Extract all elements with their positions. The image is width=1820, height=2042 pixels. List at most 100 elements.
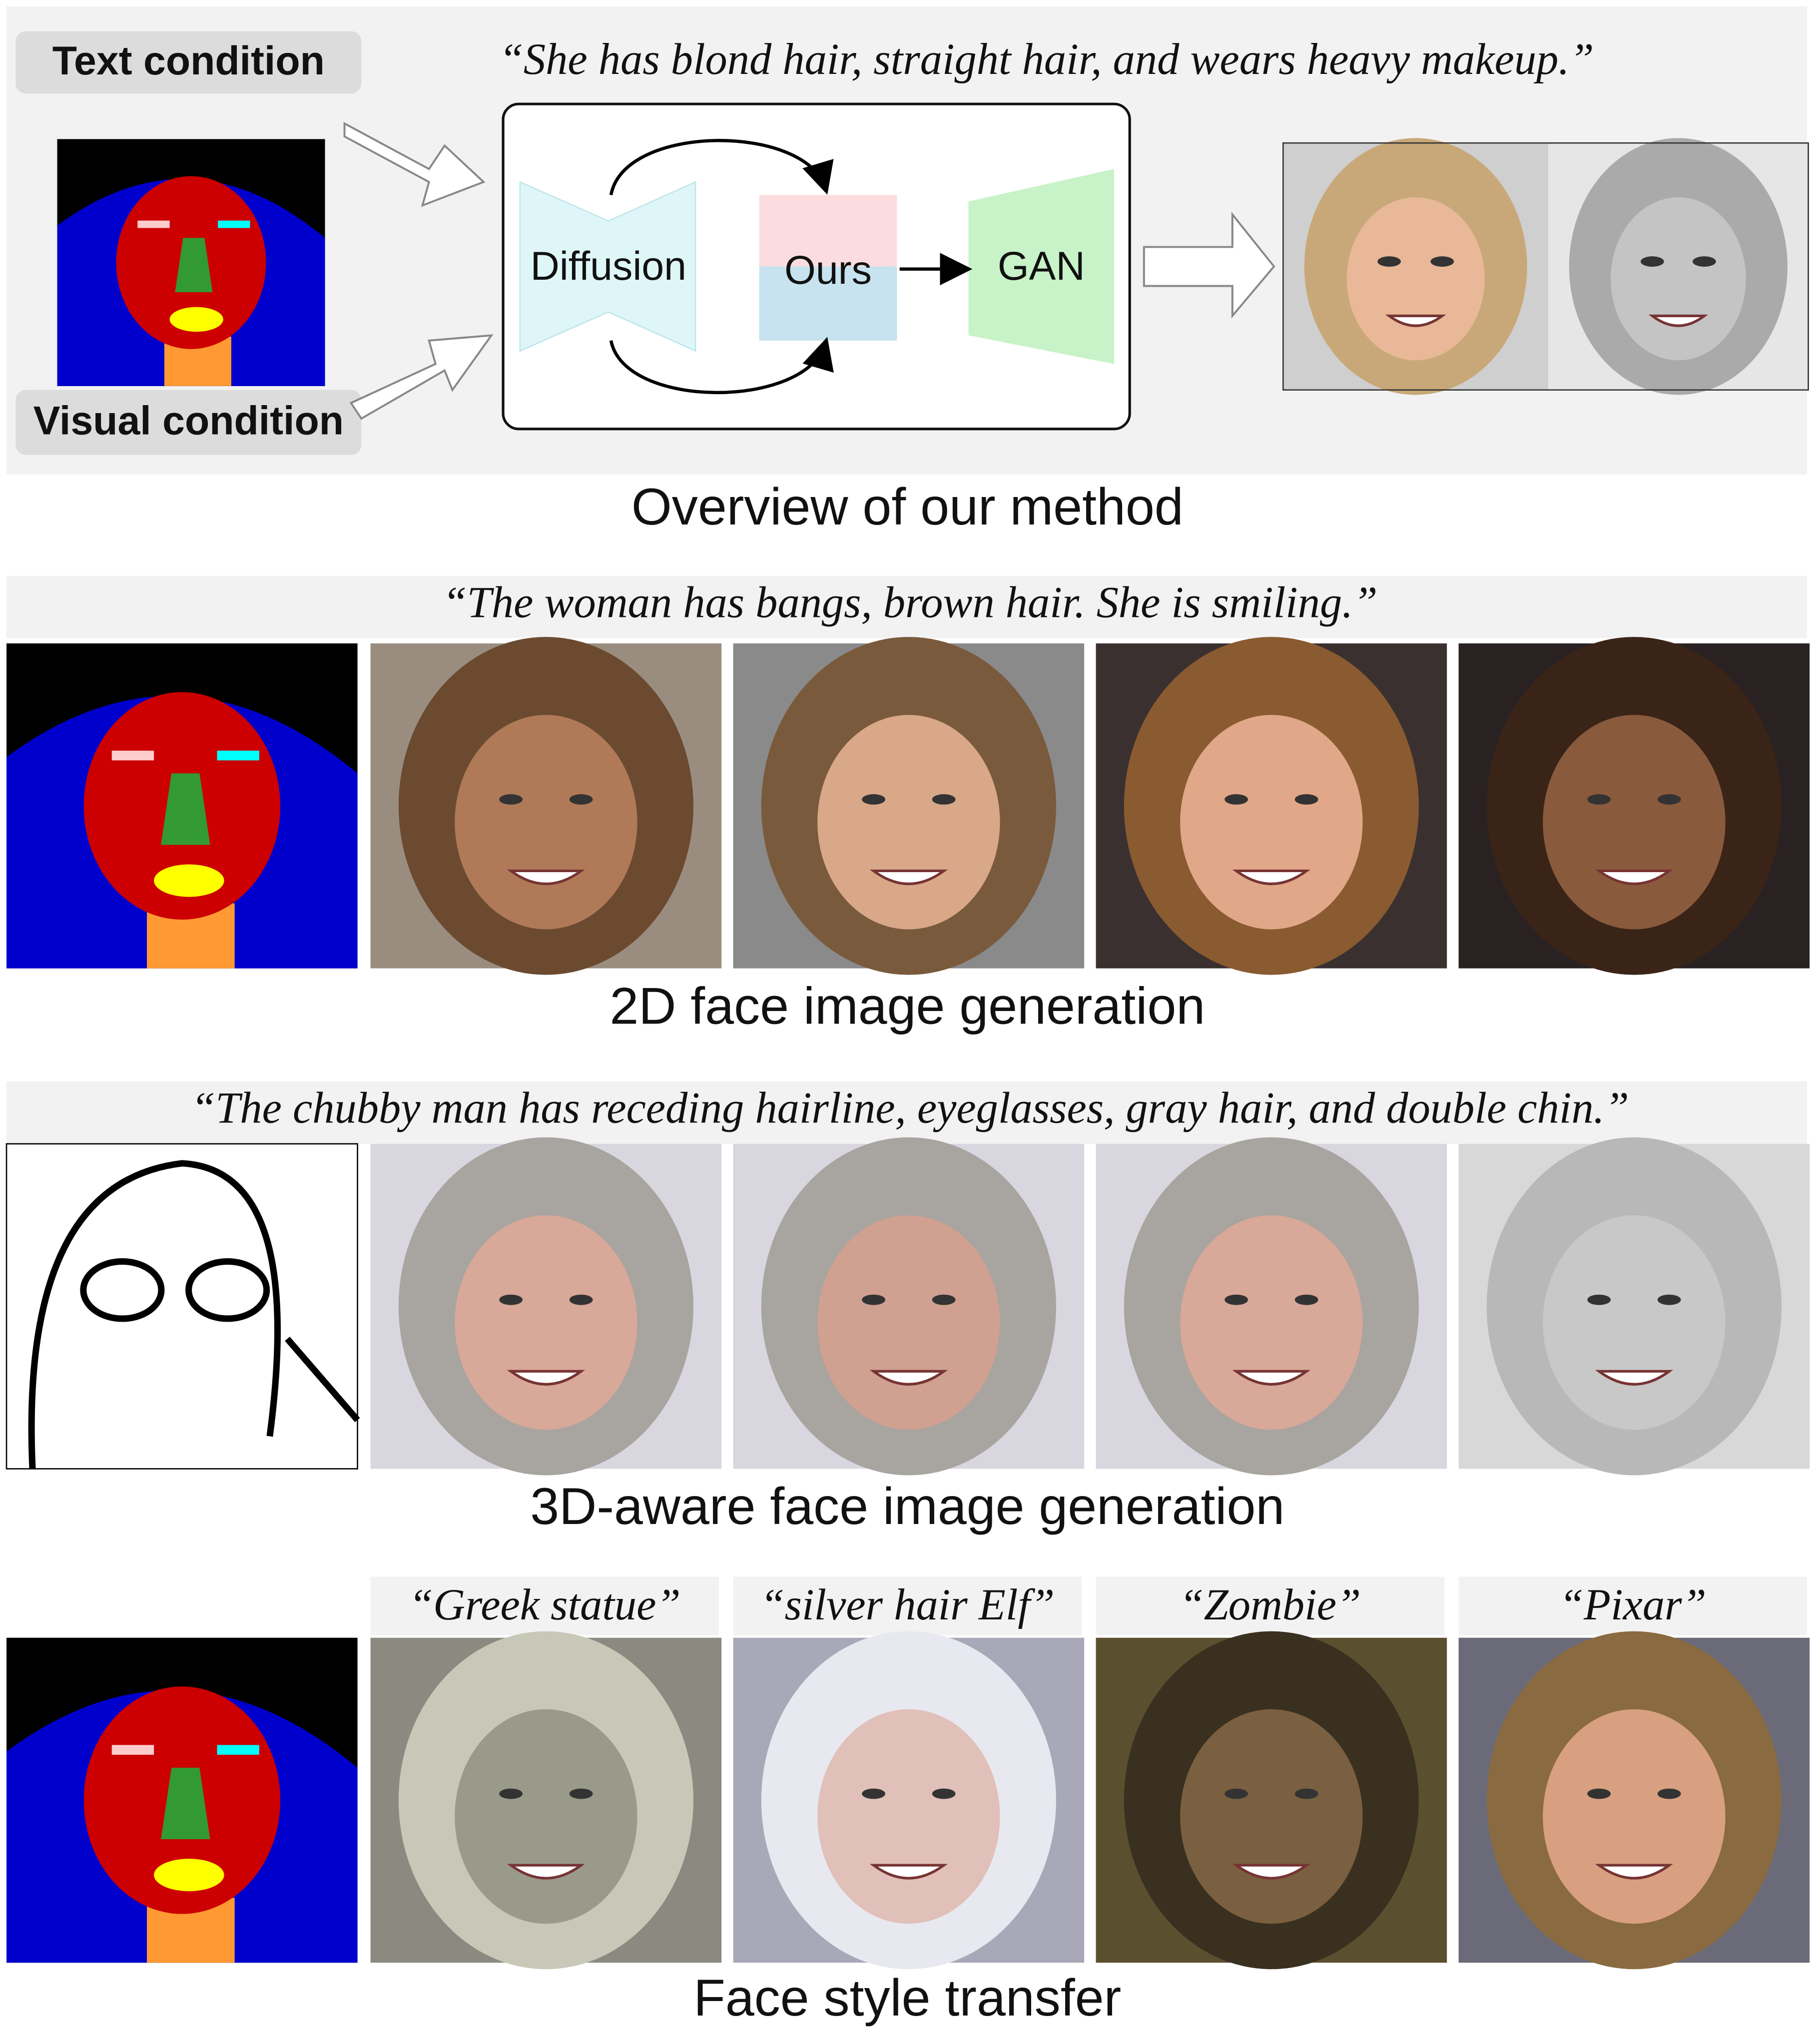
smile — [507, 1370, 586, 1386]
eye — [1294, 794, 1318, 805]
smile — [1595, 869, 1674, 885]
eye — [499, 794, 523, 805]
prompt-band — [6, 575, 1807, 638]
seg-nose — [175, 238, 213, 292]
face — [1346, 197, 1485, 361]
face-image — [733, 1631, 1085, 1970]
prompt-band — [6, 1081, 1807, 1144]
face-image — [370, 637, 722, 975]
eye — [1224, 794, 1248, 805]
face-image — [1096, 1631, 1447, 1970]
eye — [569, 1294, 593, 1305]
face — [1543, 1709, 1726, 1924]
sketch — [5, 1143, 360, 1470]
sketch-glass — [185, 1258, 270, 1322]
smile — [1232, 1370, 1311, 1386]
face — [1180, 1709, 1363, 1924]
seg-brow — [137, 220, 170, 228]
smile — [1232, 869, 1311, 885]
curve-arrow — [609, 139, 834, 195]
eye — [1430, 256, 1454, 267]
seg-brow — [217, 1745, 259, 1755]
sketch-line — [285, 1336, 360, 1423]
seg-nose — [161, 773, 210, 845]
smile — [869, 869, 948, 885]
face — [1543, 715, 1726, 930]
style-label: “Zombie” — [1179, 1580, 1361, 1629]
face-image — [1096, 637, 1447, 975]
face-image — [1548, 138, 1809, 395]
style-label: “Greek statue” — [409, 1580, 681, 1629]
segmentation-map — [6, 643, 358, 969]
smile — [1595, 1864, 1674, 1880]
arrow — [349, 334, 494, 420]
style-band — [1096, 1576, 1444, 1635]
face — [1180, 1215, 1363, 1430]
eye — [1640, 256, 1664, 267]
style-band — [370, 1576, 719, 1635]
arrow — [1143, 211, 1275, 319]
face-image — [370, 1137, 722, 1476]
smile — [1232, 1864, 1311, 1880]
eye — [1294, 1788, 1318, 1799]
visual-condition-label: Visual condition — [33, 399, 344, 444]
prompt: “The woman has bangs, brown hair. She is… — [442, 578, 1377, 627]
seg-brow — [218, 220, 250, 228]
face — [1543, 1215, 1726, 1430]
seg-brow — [217, 750, 259, 761]
face — [817, 715, 1000, 930]
caption: 2D face image generation — [609, 977, 1205, 1035]
eye — [932, 1294, 956, 1305]
face-image — [1458, 1631, 1810, 1970]
eye — [1587, 1788, 1611, 1799]
layout — [6, 6, 1807, 1635]
seg-nose — [161, 1767, 210, 1840]
ours-block-bottom — [759, 266, 897, 341]
face — [1611, 197, 1746, 361]
caption: 3D-aware face image generation — [530, 1478, 1284, 1535]
style-label: “silver hair Elf” — [760, 1580, 1055, 1629]
face-image — [1458, 1137, 1810, 1476]
seg-mouth — [169, 307, 223, 332]
face-image — [1283, 138, 1549, 395]
text-prompt: “She has blond hair, straight hair, and … — [499, 35, 1594, 84]
smile — [507, 869, 586, 885]
eye — [1657, 1788, 1681, 1799]
ours-block-top — [759, 195, 897, 267]
eye — [862, 1294, 886, 1305]
smile — [507, 1864, 586, 1880]
gan-block — [968, 169, 1115, 364]
caption: Overview of our method — [631, 478, 1184, 536]
arrow — [343, 121, 486, 207]
eye — [862, 794, 886, 805]
visual-condition-box — [15, 390, 362, 455]
face — [455, 715, 637, 930]
eye — [1224, 1788, 1248, 1799]
sketch-bg — [5, 1143, 358, 1470]
eye — [499, 1788, 523, 1799]
eye — [1587, 1294, 1611, 1305]
images — [5, 138, 1810, 1970]
eye — [1224, 1294, 1248, 1305]
face — [455, 1215, 637, 1430]
smile — [869, 1864, 948, 1880]
segmentation-map — [57, 139, 325, 386]
face-image — [1096, 1137, 1447, 1476]
eye — [932, 794, 956, 805]
face-image — [733, 1137, 1085, 1476]
eye — [1657, 1294, 1681, 1305]
segmentation-map — [6, 1637, 358, 1963]
diffusion-block — [519, 181, 696, 352]
curve-arrow — [609, 337, 834, 395]
style-label: “Pixar” — [1559, 1580, 1707, 1629]
face — [455, 1709, 637, 1924]
eye — [932, 1788, 956, 1799]
smile — [1385, 314, 1446, 327]
ours-label: Ours — [784, 248, 872, 293]
face-image — [370, 1631, 722, 1970]
text-condition-box — [15, 31, 362, 94]
face — [817, 1709, 1000, 1924]
sketch-glass — [80, 1258, 165, 1322]
seg-mouth — [154, 864, 224, 897]
